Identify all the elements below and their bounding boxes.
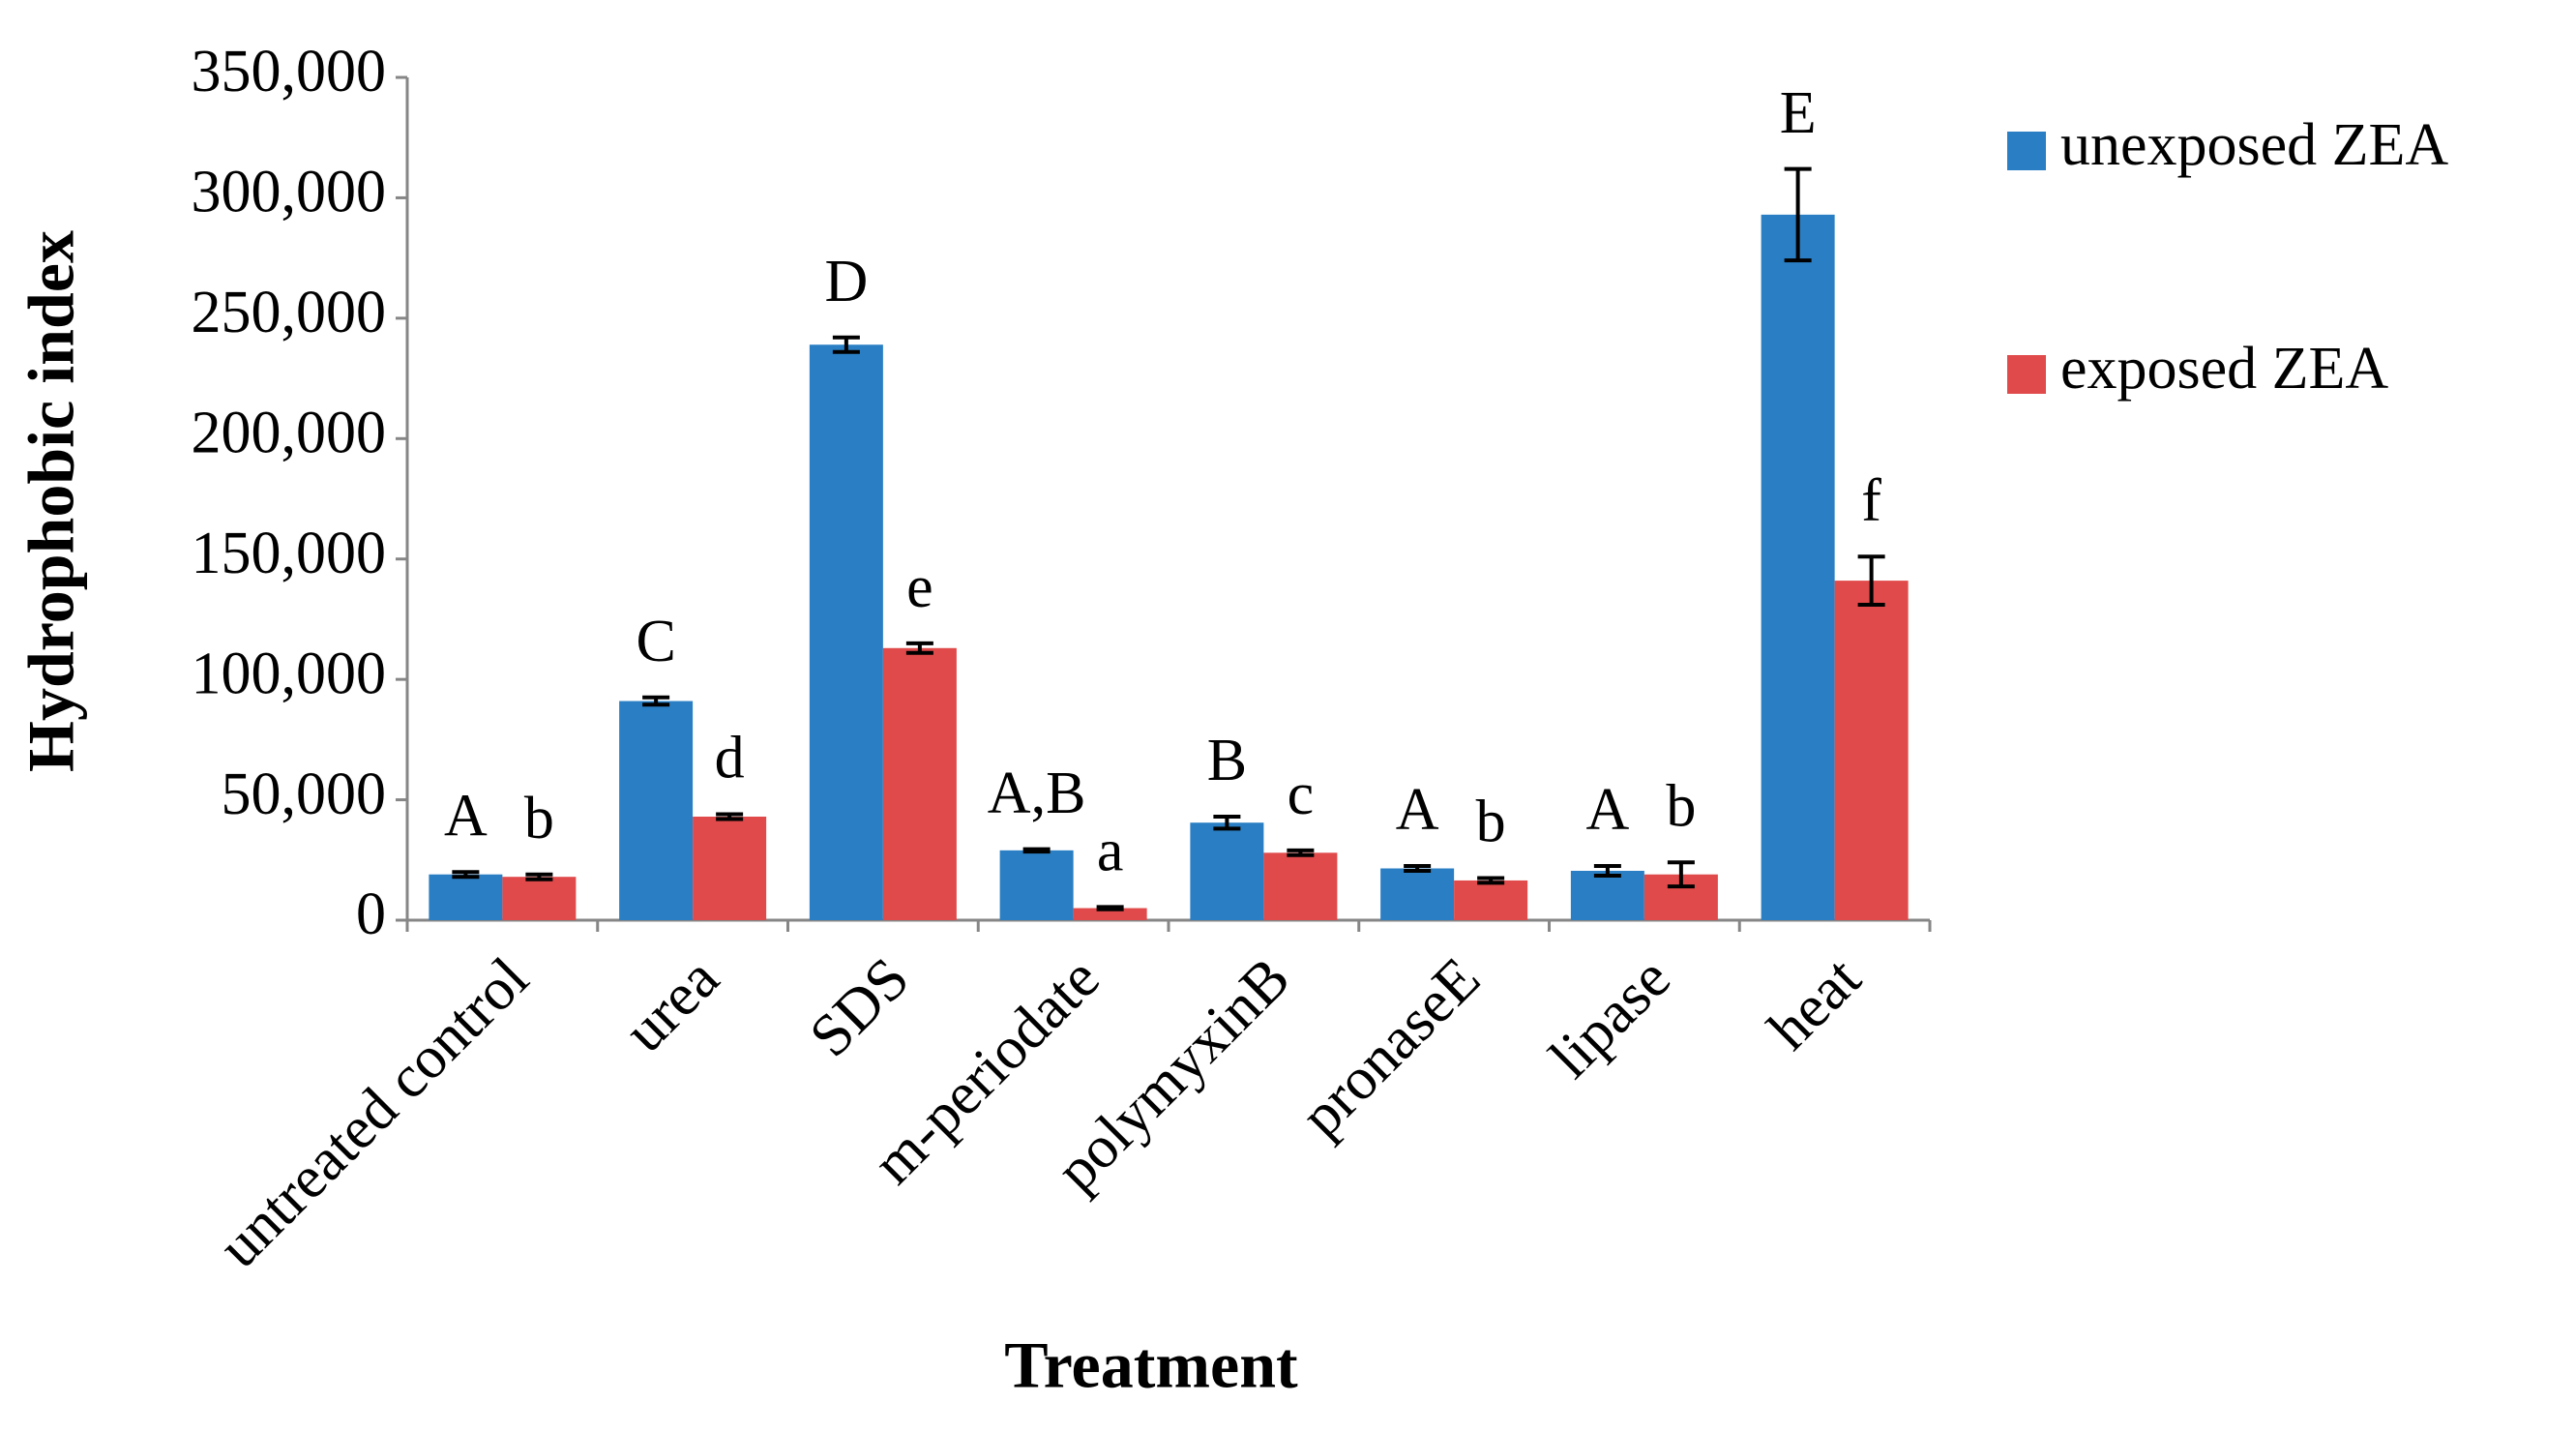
significance-letter: a [1097,819,1124,884]
error-bar [1857,554,1885,607]
x-tick-label: SDS [797,945,922,1070]
error-bar [1213,814,1241,831]
significance-letter: D [824,249,868,314]
y-tick-label: 0 [356,881,386,947]
error-bar [1784,166,1812,263]
legend-label: unexposed ZEA [2060,112,2448,178]
bar [882,647,957,920]
y-tick-label: 250,000 [192,280,387,345]
significance-letter: A,B [988,761,1086,826]
significance-letter: c [1288,761,1315,827]
error-bar [452,870,480,880]
bar [619,701,694,920]
bar [429,874,503,920]
significance-letter: E [1780,80,1817,146]
bar [502,877,577,920]
y-tick-label: 350,000 [192,39,387,104]
error-bar [1667,860,1695,889]
bar [809,344,883,920]
significance-letter: B [1207,728,1247,793]
bar [1263,852,1338,920]
error-bar [832,335,860,354]
error-bar [1022,847,1051,854]
x-axis-title: Treatment [1004,1329,1298,1402]
y-axis-title: Hydrophobic index [15,230,88,772]
bar [999,850,1074,920]
error-bar [905,641,933,655]
legend-swatch [2007,355,2046,394]
error-bar [1477,876,1505,885]
y-tick-label: 300,000 [192,160,387,225]
bar [1834,581,1909,920]
significance-letter: e [906,554,933,620]
bar [1761,214,1835,920]
error-bar [1593,864,1621,878]
significance-letter: A [1585,777,1629,843]
x-tick-label: heat [1756,945,1873,1062]
error-bar [1404,864,1432,873]
y-tick-label: 150,000 [192,521,387,586]
x-tick-label: untreated control [206,945,541,1280]
error-bar [716,812,744,821]
significance-letter: C [636,609,675,674]
error-bar [525,872,553,881]
x-tick-label: lipase [1537,945,1682,1090]
legend-swatch [2007,132,2046,170]
y-tick-label: 50,000 [222,761,387,827]
legend-label: exposed ZEA [2060,336,2388,402]
x-tick-label: urea [612,945,732,1065]
y-tick-label: 100,000 [192,641,387,706]
y-tick-label: 200,000 [192,401,387,466]
error-bar [1287,848,1315,857]
significance-letter: f [1861,467,1881,533]
bar [1190,822,1264,920]
bar [1454,880,1528,920]
bar [1380,868,1455,920]
x-tick-label: pronaseE [1288,945,1493,1149]
significance-letter: b [524,786,554,851]
significance-letter: b [1476,790,1506,855]
significance-letter: d [715,726,745,791]
error-bar [1096,905,1124,911]
bar [693,816,767,920]
bar [1073,908,1147,920]
significance-letter: A [1396,777,1439,843]
significance-letter: A [444,783,488,849]
significance-letter: b [1666,774,1696,840]
bar [1570,870,1644,920]
error-bar [642,695,670,707]
